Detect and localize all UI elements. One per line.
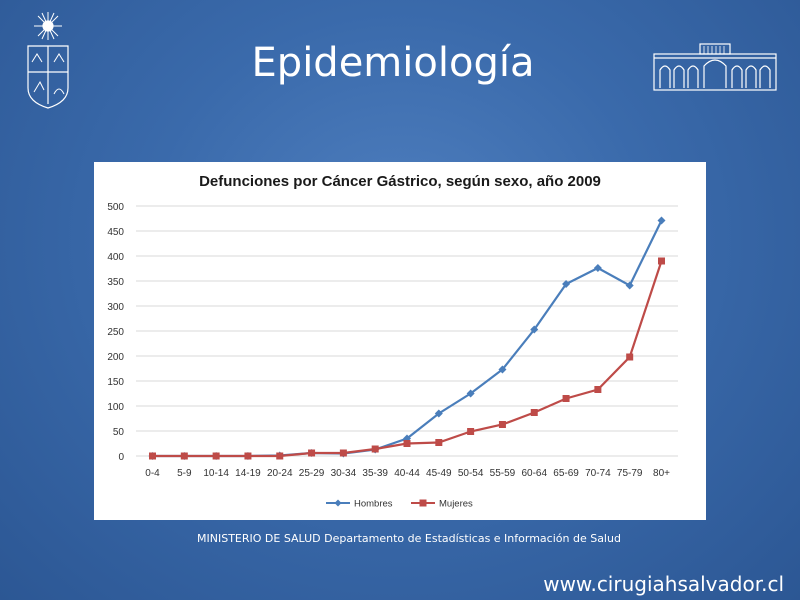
x-tick-label: 0-4: [145, 468, 160, 479]
legend-marker-mujeres: [419, 499, 427, 507]
x-tick-label: 10-14: [203, 468, 229, 479]
data-point-mujeres: [212, 452, 220, 460]
data-point-hombres: [593, 264, 602, 272]
y-tick-label: 450: [107, 227, 124, 238]
slide-title: Epidemiología: [251, 40, 535, 86]
line-chart: 0 50 100 150 200 250 300 350 400 450 500 0-4 5-9 10-1…: [107, 202, 678, 510]
x-tick-label: 30-34: [331, 468, 357, 479]
x-tick-label: 70-74: [585, 468, 611, 479]
chart-panel: Defunciones por Cáncer Gástrico, según s…: [94, 162, 706, 520]
university-crest-icon: [27, 12, 69, 109]
data-point-mujeres: [244, 452, 252, 460]
data-point-mujeres: [180, 452, 188, 460]
x-tick-label: 80+: [653, 468, 670, 479]
data-point-mujeres: [339, 449, 347, 457]
series-line-mujeres: [152, 260, 663, 458]
source-note: MINISTERIO DE SALUD Departamento de Esta…: [197, 532, 621, 545]
x-tick-label: 45-49: [426, 468, 452, 479]
data-point-hombres: [530, 325, 539, 334]
data-point-mujeres: [371, 445, 379, 453]
y-tick-label: 50: [113, 427, 125, 438]
x-tick-label: 65-69: [553, 468, 579, 479]
x-tick-label: 55-59: [490, 468, 516, 479]
x-tick-label: 25-29: [299, 468, 325, 479]
data-point-mujeres: [594, 386, 602, 393]
data-point-hombres: [625, 281, 634, 290]
x-tick-label: 60-64: [521, 468, 547, 479]
x-tick-label: 14-19: [235, 468, 261, 479]
data-point-mujeres: [562, 395, 570, 402]
y-tick-label: 500: [107, 202, 124, 213]
data-point-hombres: [657, 216, 666, 225]
data-point-mujeres: [308, 449, 316, 457]
data-point-mujeres: [658, 257, 665, 265]
data-point-hombres: [466, 389, 475, 398]
y-tick-label: 350: [107, 277, 124, 288]
x-tick-label: 75-79: [617, 468, 643, 479]
legend-marker-hombres: [334, 499, 342, 507]
x-tick-label: 40-44: [394, 468, 420, 479]
y-tick-label: 200: [107, 352, 124, 363]
chart-title: Defunciones por Cáncer Gástrico, según s…: [199, 173, 601, 190]
data-point-mujeres: [626, 353, 634, 361]
x-tick-label: 50-54: [458, 468, 484, 479]
y-tick-label: 150: [107, 377, 124, 388]
data-point-mujeres: [276, 452, 284, 460]
data-point-hombres: [562, 280, 571, 288]
data-point-mujeres: [403, 440, 411, 447]
data-point-mujeres: [149, 452, 156, 460]
data-point-mujeres: [467, 428, 475, 435]
data-point-hombres: [434, 409, 443, 418]
x-tick-label: 20-24: [267, 468, 293, 479]
y-tick-label: 0: [118, 452, 124, 463]
y-tick-label: 250: [107, 327, 124, 338]
y-tick-label: 100: [107, 402, 124, 413]
data-point-mujeres: [435, 439, 443, 446]
y-tick-label: 300: [107, 302, 124, 313]
data-point-hombres: [498, 365, 507, 374]
data-point-mujeres: [498, 421, 506, 428]
building-facade-icon: [653, 43, 777, 91]
legend-label-hombres: Hombres: [354, 499, 393, 510]
x-tick-label: 5-9: [177, 468, 192, 479]
x-tick-label: 35-39: [362, 468, 388, 479]
footer-url: www.cirugiahsalvador.cl: [543, 572, 784, 596]
data-point-mujeres: [530, 409, 538, 416]
legend-label-mujeres: Mujeres: [439, 499, 473, 510]
y-tick-label: 400: [107, 252, 124, 263]
